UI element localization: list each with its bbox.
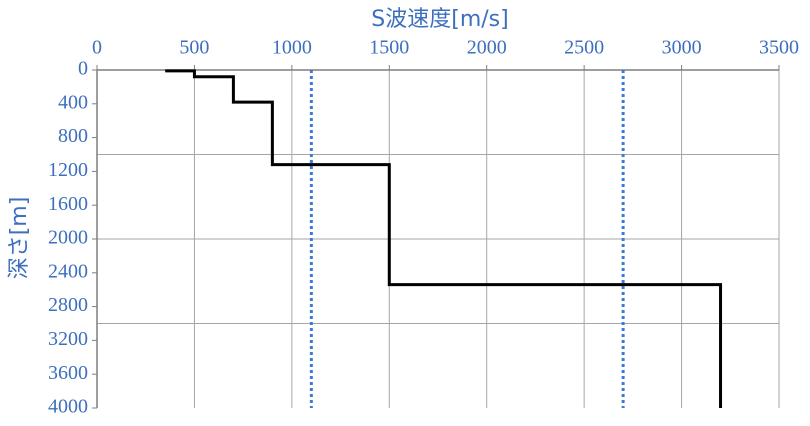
x-tick-label: 1500	[369, 37, 409, 59]
y-tick-label: 3200	[48, 328, 88, 350]
x-tick-label: 3500	[759, 37, 799, 59]
y-tick-label: 1600	[48, 193, 88, 215]
y-tick-label: 800	[58, 125, 88, 147]
data-line	[165, 69, 723, 408]
x-tick-label: 3000	[662, 37, 702, 59]
x-tick-label: 0	[92, 37, 102, 59]
y-tick-label: 2000	[48, 227, 88, 249]
y-tick-label: 2800	[48, 294, 88, 316]
y-tick-label: 4000	[48, 396, 88, 418]
x-tick-label: 1000	[272, 37, 312, 59]
y-tick-label: 1200	[48, 159, 88, 181]
chart-title: S波速度[m/s]	[371, 7, 508, 32]
x-tick-label: 2000	[467, 37, 507, 59]
y-axis-label: 深さ[m]	[7, 197, 32, 280]
y-tick-label: 2400	[48, 260, 88, 282]
y-tick-label: 400	[58, 91, 88, 113]
y-tick-label: 3600	[48, 362, 88, 384]
x-tick-label: 2500	[564, 37, 604, 59]
x-tick-label: 500	[179, 37, 209, 59]
y-tick-label: 0	[78, 58, 88, 80]
